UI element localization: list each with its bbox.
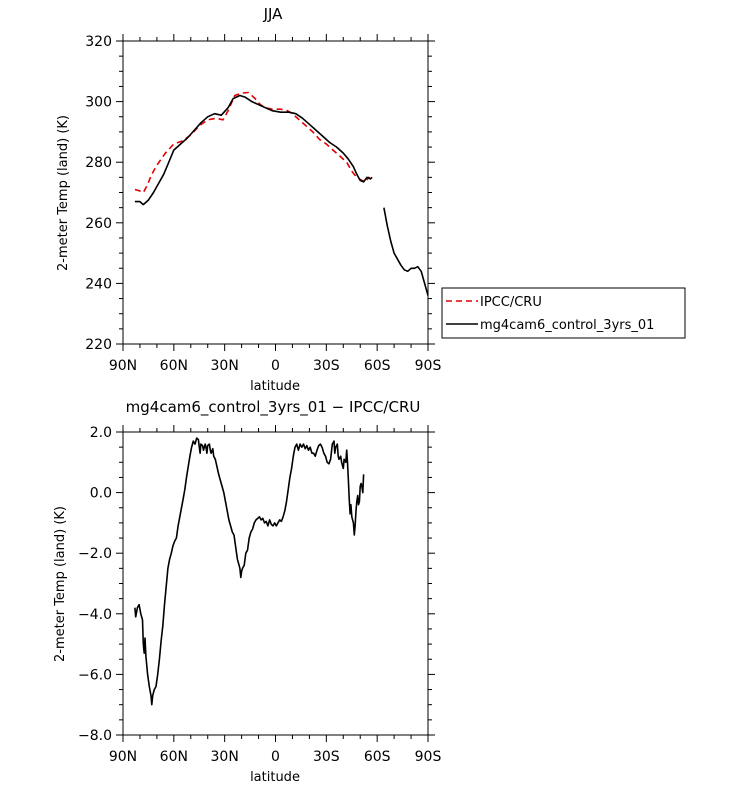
top-xtick-label-6: 90S <box>415 358 442 374</box>
legend: IPCC/CRU mg4cam6_control_3yrs_01 <box>441 287 686 339</box>
bottom-chart-marks: −8.0 −6.0 −4.0 −2.0 0.0 2.0 90N 60N 30N 0 30S 60S 90… <box>78 425 441 765</box>
bottom-xtick-label-0: 90N <box>109 749 137 765</box>
top-series-line-1-1 <box>383 207 429 296</box>
bottom-chart-series <box>134 437 365 706</box>
top-xtick-label-4: 30S <box>313 358 340 374</box>
bottom-xtick-label-3: 0 <box>271 749 280 765</box>
top-chart-series <box>134 91 429 296</box>
top-series-line-1-0 <box>134 94 373 206</box>
top-ytick-label-1: 240 <box>85 276 112 292</box>
bottom-chart-frame <box>122 431 429 736</box>
bottom-xtick-label-2: 30N <box>211 749 239 765</box>
bottom-ytick-label-3: −2.0 <box>78 546 112 562</box>
bottom-chart: mg4cam6_control_3yrs_01 − IPCC/CRU −8.0−… <box>53 398 441 785</box>
bottom-xtick-label-1: 60N <box>160 749 188 765</box>
top-ytick-label-5: 320 <box>85 34 112 50</box>
bottom-ytick-label-4: 0.0 <box>90 486 112 502</box>
top-ytick-label-0: 220 <box>85 337 112 353</box>
top-xtick-label-0: 90N <box>109 358 137 374</box>
bottom-chart-ylabel: 2-meter Temp (land) (K) <box>53 506 68 662</box>
bottom-xtick-label-6: 90S <box>415 749 442 765</box>
top-chart-frame <box>122 40 429 345</box>
bottom-xtick-label-5: 60S <box>364 749 391 765</box>
bottom-series-line-0-0 <box>134 437 365 706</box>
top-xtick-label-5: 60S <box>364 358 391 374</box>
top-xtick-label-1: 60N <box>160 358 188 374</box>
bottom-ytick-label-0: −8.0 <box>78 728 112 744</box>
legend-label-mg4cam6: mg4cam6_control_3yrs_01 <box>480 318 654 333</box>
bottom-ytick-label-5: 2.0 <box>90 425 112 441</box>
bottom-ytick-label-2: −4.0 <box>78 607 112 623</box>
top-chart-title: JJA <box>263 5 284 23</box>
legend-box <box>441 287 686 339</box>
bottom-chart-xlabel: latitude <box>250 770 300 785</box>
top-series-line-0-0 <box>134 91 373 194</box>
top-chart-marks: 220 240 260 280 300 320 90N 60N 30N 0 30S 60S 90S <box>85 34 441 374</box>
top-ytick-label-2: 260 <box>85 216 112 232</box>
legend-label-ipcc-cru: IPCC/CRU <box>480 295 542 310</box>
bottom-chart-title: mg4cam6_control_3yrs_01 − IPCC/CRU <box>126 398 421 417</box>
top-chart: JJA 220 240 260 280 300 320 90N 60N 30N 0 30S 60S 90… <box>56 5 441 394</box>
top-xtick-label-3: 0 <box>271 358 280 374</box>
top-chart-xlabel: latitude <box>250 379 300 394</box>
top-chart-ylabel: 2-meter Temp (land) (K) <box>56 115 71 271</box>
top-ytick-label-4: 300 <box>85 95 112 111</box>
top-xtick-label-2: 30N <box>211 358 239 374</box>
bottom-ytick-label-1: −6.0 <box>78 667 112 683</box>
top-ytick-label-3: 280 <box>85 155 112 171</box>
bottom-xtick-label-4: 30S <box>313 749 340 765</box>
